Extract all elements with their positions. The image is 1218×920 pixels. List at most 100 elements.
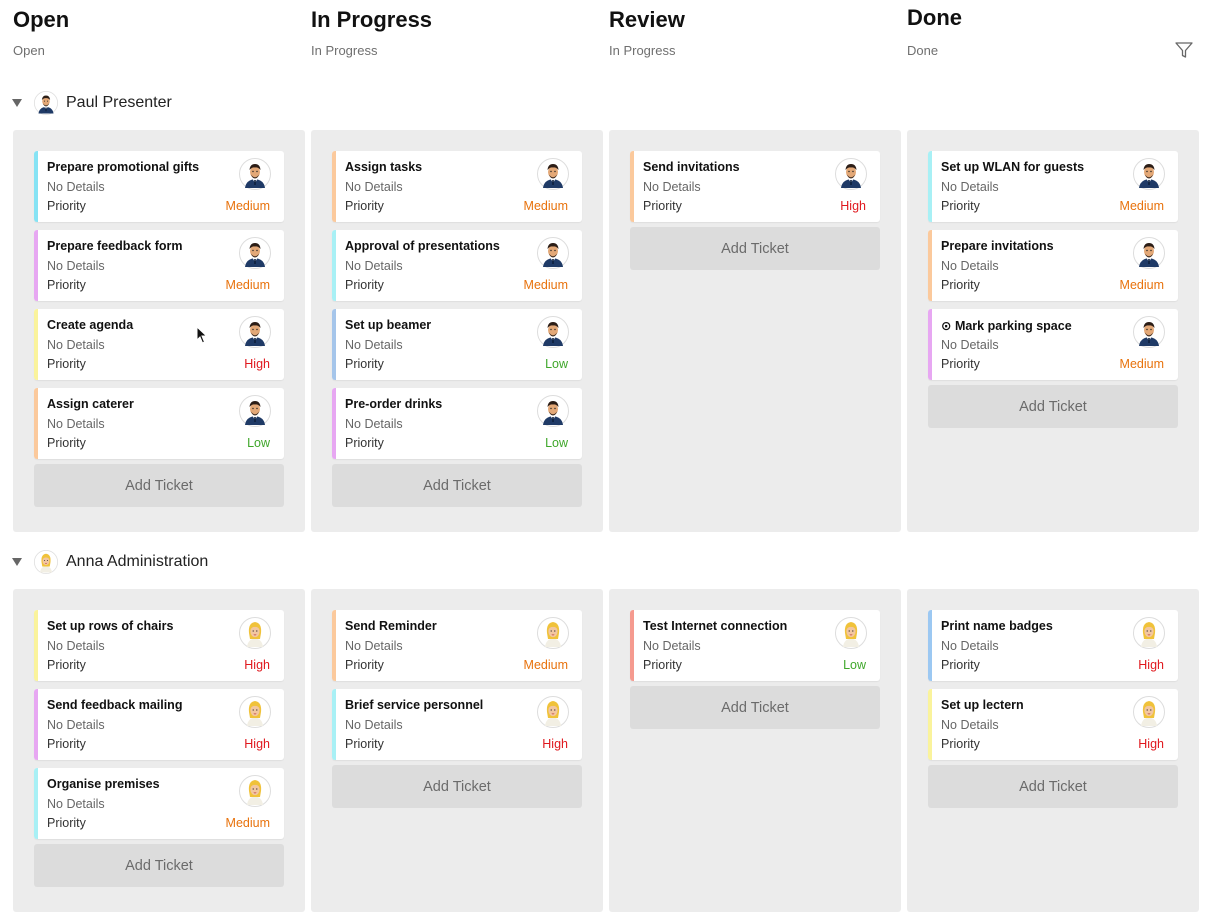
filter-icon[interactable] [1174,40,1194,60]
priority-value: High [840,199,866,213]
priority-label: Priority [941,737,980,751]
caret-down-icon[interactable] [12,99,22,107]
caret-down-icon[interactable] [12,558,22,566]
ticket-card[interactable]: Assign caterer No Details Priority Low [34,388,284,459]
ticket-details: No Details [643,639,701,653]
ticket-details: No Details [941,259,999,273]
ticket-card[interactable]: Send feedback mailing No Details Priority H… [34,689,284,760]
priority-label: Priority [47,436,86,450]
avatar-icon [537,316,569,348]
ticket-title: ⊙ Mark parking space [941,319,1072,333]
ticket-card[interactable]: Set up WLAN for guests No Details Priority… [928,151,1178,222]
ticket-title: Create agenda [47,318,134,332]
ticket-details: No Details [643,180,701,194]
color-stripe [332,230,336,301]
ticket-card[interactable]: Prepare promotional gifts No Details Prior… [34,151,284,222]
priority-value: Low [545,357,568,371]
priority-label: Priority [345,278,384,292]
color-stripe [630,151,634,222]
column-title: Open [13,7,70,32]
add-ticket-button[interactable]: Add Ticket [928,385,1178,428]
avatar-icon [239,395,271,427]
column-title: In Progress [311,7,433,32]
lane-done: Set up WLAN for guests No Details Priority… [907,130,1199,532]
ticket-title: Test Internet connection [643,619,788,633]
ticket-card[interactable]: Prepare feedback form No Details Priority M… [34,230,284,301]
color-stripe [928,610,932,681]
priority-label: Priority [47,737,86,751]
color-stripe [332,610,336,681]
group-name: Anna Administration [66,553,209,570]
ticket-details: No Details [47,639,105,653]
priority-label: Priority [941,199,980,213]
ticket-card[interactable]: Organise premises No Details Priority Mediu… [34,768,284,839]
avatar-icon [239,237,271,269]
avatar-icon [34,550,58,574]
avatar-icon [537,617,569,649]
priority-value: Low [843,658,866,672]
add-ticket-button[interactable]: Add Ticket [928,765,1178,808]
group-header-paul-presenter[interactable]: Paul Presenter [12,88,172,118]
color-stripe [332,309,336,380]
color-stripe [34,151,38,222]
add-ticket-button[interactable]: Add Ticket [34,844,284,887]
avatar-icon [1133,158,1165,190]
ticket-details: No Details [941,639,999,653]
color-stripe [928,689,932,760]
ticket-card[interactable]: ⊙ Mark parking space No Details Priority Me… [928,309,1178,380]
ticket-details: No Details [47,797,105,811]
ticket-details: No Details [47,338,105,352]
priority-value: High [1138,658,1164,672]
ticket-title: Set up WLAN for guests [941,160,1085,174]
color-stripe [34,768,38,839]
ticket-card[interactable]: Send invitations No Details Priority High [630,151,880,222]
lane-review: Test Internet connection No Details Priori… [609,589,901,912]
avatar-icon [239,158,271,190]
avatar-icon [1133,617,1165,649]
ticket-card[interactable]: Approval of presentations No Details Prior… [332,230,582,301]
priority-value: Low [247,436,270,450]
color-stripe [928,309,932,380]
add-ticket-button[interactable]: Add Ticket [332,464,582,507]
priority-label: Priority [345,436,384,450]
color-stripe [34,388,38,459]
ticket-card[interactable]: Assign tasks No Details Priority Medium [332,151,582,222]
ticket-card[interactable]: Brief service personnel No Details Priorit… [332,689,582,760]
avatar-icon [1133,237,1165,269]
lane-in-progress: Send Reminder No Details Priority Medium Bri… [311,589,603,912]
priority-value: High [1138,737,1164,751]
priority-label: Priority [941,357,980,371]
ticket-title: Set up rows of chairs [47,619,174,633]
ticket-title: Print name badges [941,619,1053,633]
priority-value: High [244,658,270,672]
priority-label: Priority [47,199,86,213]
add-ticket-button[interactable]: Add Ticket [630,227,880,270]
ticket-title: Assign caterer [47,397,134,411]
ticket-title: Pre-order drinks [345,397,443,411]
ticket-card[interactable]: Set up rows of chairs No Details Priority H… [34,610,284,681]
ticket-card[interactable]: Create agenda No Details Priority High [34,309,284,380]
group-header-anna-administration[interactable]: Anna Administration [12,547,208,577]
avatar-icon [537,237,569,269]
ticket-details: No Details [941,718,999,732]
priority-label: Priority [941,658,980,672]
add-ticket-button[interactable]: Add Ticket [630,686,880,729]
color-stripe [332,151,336,222]
ticket-card[interactable]: Pre-order drinks No Details Priority Low [332,388,582,459]
ticket-card[interactable]: Print name badges No Details Priority High [928,610,1178,681]
ticket-card[interactable]: Set up lectern No Details Priority High [928,689,1178,760]
color-stripe [34,610,38,681]
add-ticket-button[interactable]: Add Ticket [332,765,582,808]
priority-value: High [244,357,270,371]
priority-value: Medium [523,278,568,292]
avatar-icon [239,775,271,807]
ticket-card[interactable]: Test Internet connection No Details Priori… [630,610,880,681]
avatar-icon [537,696,569,728]
ticket-card[interactable]: Send Reminder No Details Priority Medium [332,610,582,681]
lane-open: Set up rows of chairs No Details Priority H… [13,589,305,912]
ticket-card[interactable]: Set up beamer No Details Priority Low [332,309,582,380]
lane-review: Send invitations No Details Priority High Ad… [609,130,901,532]
add-ticket-button[interactable]: Add Ticket [34,464,284,507]
column-subtitle: Done [907,43,939,58]
ticket-card[interactable]: Prepare invitations No Details Priority Med… [928,230,1178,301]
